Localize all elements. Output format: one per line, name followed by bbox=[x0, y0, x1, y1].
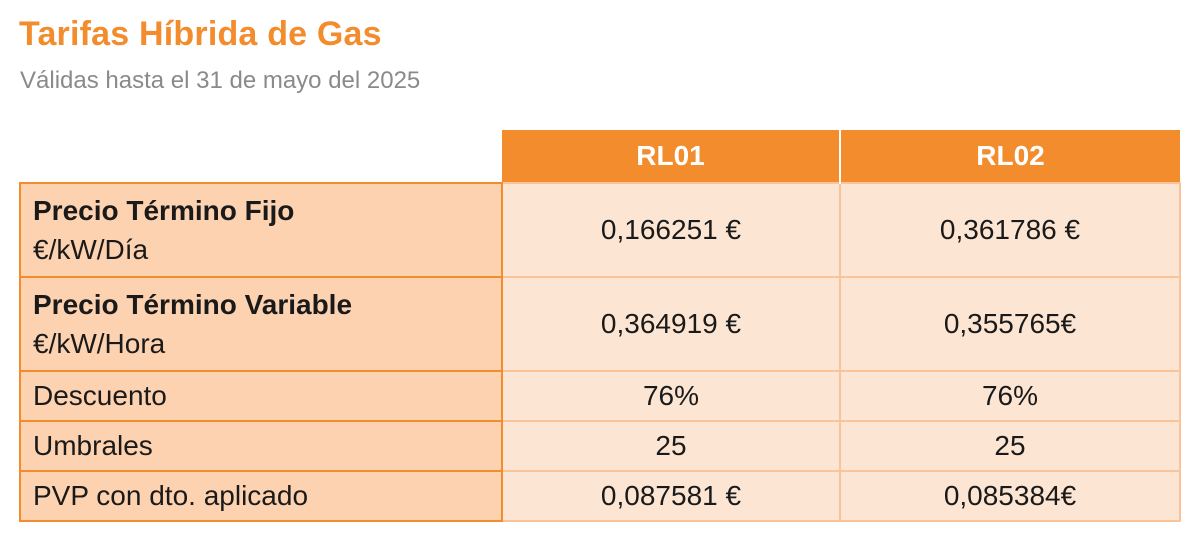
row-label: Precio Término Fijo €/kW/Día bbox=[19, 182, 503, 278]
page-title: Tarifas Híbrida de Gas bbox=[19, 15, 382, 53]
cell-rl01: 0,087581 € bbox=[501, 470, 841, 522]
cell-rl01: 25 bbox=[501, 420, 841, 472]
column-header-rl02: RL02 bbox=[840, 130, 1180, 183]
cell-rl02: 0,361786 € bbox=[839, 182, 1181, 278]
tariff-table: RL01 RL02 Precio Término Fijo €/kW/Día 0… bbox=[19, 130, 1181, 522]
table-row-fixed-price: Precio Término Fijo €/kW/Día 0,166251 € … bbox=[19, 182, 1181, 278]
cell-rl02: 25 bbox=[839, 420, 1181, 472]
cell-rl01: 0,166251 € bbox=[501, 182, 841, 278]
row-label-title: Precio Término Fijo bbox=[33, 195, 295, 226]
row-label: Umbrales bbox=[19, 420, 503, 472]
cell-rl02: 0,355765€ bbox=[839, 276, 1181, 372]
row-label: PVP con dto. aplicado bbox=[19, 470, 503, 522]
table-row-variable-price: Precio Término Variable €/kW/Hora 0,3649… bbox=[19, 276, 1181, 372]
table-row-pvp: PVP con dto. aplicado 0,087581 € 0,08538… bbox=[19, 470, 1181, 522]
table-row-discount: Descuento 76% 76% bbox=[19, 370, 1181, 422]
page-subtitle: Válidas hasta el 31 de mayo del 2025 bbox=[20, 67, 421, 94]
row-label-unit: €/kW/Hora bbox=[33, 328, 166, 359]
row-label: Precio Término Variable €/kW/Hora bbox=[19, 276, 503, 372]
row-label: Descuento bbox=[19, 370, 503, 422]
cell-rl02: 0,085384€ bbox=[839, 470, 1181, 522]
table-row-thresholds: Umbrales 25 25 bbox=[19, 420, 1181, 472]
row-label-title: Precio Término Variable bbox=[33, 289, 353, 320]
table-header-row: RL01 RL02 bbox=[20, 130, 1180, 183]
row-label-unit: €/kW/Día bbox=[33, 234, 149, 265]
cell-rl01: 76% bbox=[501, 370, 841, 422]
cell-rl02: 76% bbox=[839, 370, 1181, 422]
cell-rl01: 0,364919 € bbox=[501, 276, 841, 372]
column-header-rl01: RL01 bbox=[502, 130, 841, 183]
header-blank-cell bbox=[20, 130, 502, 183]
